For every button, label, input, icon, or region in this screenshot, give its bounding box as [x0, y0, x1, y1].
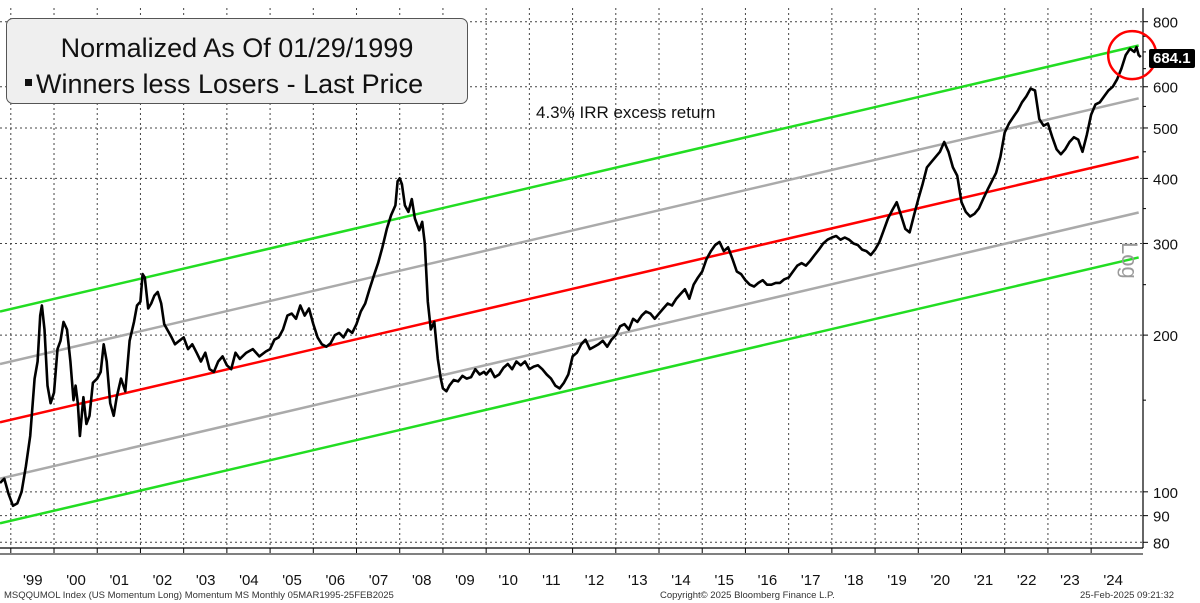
x-tick-label: '99	[23, 572, 43, 589]
y-tick-label: 90	[1153, 509, 1170, 526]
y-tick-label: 300	[1153, 236, 1178, 253]
x-tick-label: '01	[109, 572, 129, 589]
band--2-band	[0, 44, 1139, 313]
y-tick-label: 800	[1153, 15, 1178, 32]
x-tick-label: '22	[1017, 572, 1037, 589]
x-tick-label: '16	[758, 572, 778, 589]
legend-label: Winners less Losers - Last Price	[36, 69, 424, 99]
series-layer	[0, 45, 1142, 508]
band--2-band	[0, 256, 1139, 525]
x-tick-label: '14	[671, 572, 691, 589]
y-tick-label: 100	[1153, 485, 1178, 502]
x-tick-label: '23	[1060, 572, 1080, 589]
y-tick-label: 400	[1153, 171, 1178, 188]
x-tick-label: '05	[282, 572, 302, 589]
band--1-band	[0, 97, 1139, 366]
x-tick-label: '03	[196, 572, 216, 589]
x-tick-label: '19	[887, 572, 907, 589]
y-axis-scale-label: Log	[1117, 242, 1142, 279]
x-tick-label: '08	[412, 572, 432, 589]
legend-swatch	[25, 79, 32, 87]
footer-timestamp: 25-Feb-2025 09:21:32	[1080, 590, 1175, 601]
x-tick-label: '13	[628, 572, 648, 589]
x-tick-label: '11	[542, 572, 560, 589]
x-tick-label: '15	[714, 572, 734, 589]
x-tick-label: '24	[1103, 572, 1123, 589]
x-tick-label: '21	[974, 572, 994, 589]
band-trend	[0, 155, 1139, 424]
footer-copyright: Copyright© 2025 Bloomberg Finance L.P.	[660, 590, 835, 601]
x-tick-label: '18	[844, 572, 864, 589]
x-tick-label: '00	[66, 572, 86, 589]
x-tick-label: '12	[585, 572, 605, 589]
axes: 80 90 100 200 300 400 500 600 800 '99 '00 '01 '02 '03…	[0, 8, 1178, 589]
x-tick-label: '20	[931, 572, 951, 589]
last-price-badge: 684.1	[1149, 49, 1195, 68]
x-tick-label: '17	[801, 572, 821, 589]
x-tick-label: '02	[153, 572, 173, 589]
x-tick-label: '10	[498, 572, 518, 589]
x-tick-label: '07	[369, 572, 389, 589]
footer-source: MSQQUMOL Index (US Momentum Long) Moment…	[4, 590, 394, 601]
y-tick-label: 80	[1153, 535, 1170, 552]
x-tick-label: '04	[239, 572, 259, 589]
legend-box: Normalized As Of 01/29/1999 Winners less…	[6, 18, 468, 104]
x-tick-label: '06	[326, 572, 346, 589]
y-tick-label: 600	[1153, 80, 1178, 97]
band--1-band	[0, 211, 1139, 480]
legend-entry: Winners less Losers - Last Price	[25, 69, 423, 100]
series-line-winners-less-losers	[0, 45, 1142, 508]
regression-bands	[0, 44, 1139, 525]
y-tick-label: 200	[1153, 328, 1178, 345]
y-tick-label: 500	[1153, 121, 1178, 138]
chart-title: Normalized As Of 01/29/1999	[60, 33, 414, 63]
annotation-irr: 4.3% IRR excess return	[536, 103, 716, 122]
x-tick-label: '09	[455, 572, 475, 589]
